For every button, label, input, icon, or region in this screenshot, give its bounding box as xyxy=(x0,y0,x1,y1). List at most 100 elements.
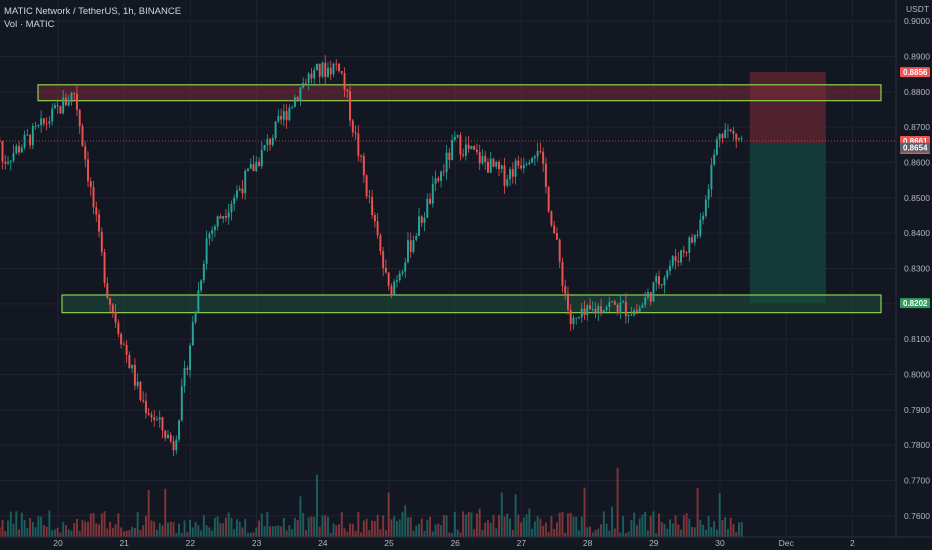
candle-body xyxy=(299,87,302,101)
volume-bars xyxy=(0,467,743,537)
volume-bar xyxy=(103,511,106,537)
volume-bar xyxy=(362,520,365,537)
candle-body xyxy=(117,322,120,334)
candle-body xyxy=(271,137,274,145)
candle-body xyxy=(202,263,205,281)
volume-bar xyxy=(539,518,542,537)
time-tick-label: 20 xyxy=(53,538,63,548)
candle-body xyxy=(31,125,34,146)
candle-body xyxy=(715,139,718,155)
volume-bar xyxy=(252,532,255,537)
volume-label[interactable]: Vol · MATIC xyxy=(4,19,55,30)
volume-bar xyxy=(167,522,169,537)
time-tick-label: 23 xyxy=(252,538,262,548)
time-axis[interactable]: 20 21 22 23 24 25 26 27 28 29 30 Dec 2 xyxy=(0,536,932,548)
volume-bar xyxy=(522,517,525,537)
candle-body xyxy=(285,111,288,121)
entry-tag: 0.8654 xyxy=(903,144,928,153)
candle-body xyxy=(125,344,128,355)
volume-bar xyxy=(677,524,680,537)
volume-bar xyxy=(589,526,591,537)
candle-body xyxy=(178,420,181,440)
volume-bar xyxy=(735,532,738,537)
candle-body xyxy=(106,283,109,298)
candle-body xyxy=(365,175,368,197)
candle-body xyxy=(622,301,625,303)
candle-body xyxy=(633,310,636,316)
candle-body xyxy=(357,133,360,156)
candle-body xyxy=(644,297,647,305)
candle-body xyxy=(702,215,705,220)
volume-bar xyxy=(619,532,622,537)
volume-bar xyxy=(382,515,385,537)
candle-body xyxy=(183,368,186,387)
volume-bar xyxy=(205,525,208,537)
candle-body xyxy=(313,70,316,79)
volume-bar xyxy=(128,530,131,537)
entry-tag-bg xyxy=(900,142,930,153)
volume-bar xyxy=(142,525,145,537)
candle-body xyxy=(638,307,641,312)
volume-bar xyxy=(208,527,211,537)
volume-bar xyxy=(197,525,200,537)
candle-body xyxy=(51,108,54,122)
volume-bar xyxy=(164,488,167,537)
candle-body xyxy=(255,161,258,172)
volume-bar xyxy=(271,526,274,537)
volume-bar xyxy=(18,529,21,537)
volume-bar xyxy=(73,523,76,537)
candle-body xyxy=(492,158,495,167)
candle-body xyxy=(307,73,310,84)
volume-bar xyxy=(144,515,147,537)
volume-bar xyxy=(227,512,230,537)
candle-body xyxy=(346,89,349,92)
take-profit-area xyxy=(749,143,826,304)
candle-body xyxy=(169,434,172,442)
price-axis[interactable]: 0.9000 0.8900 0.8800 0.8700 0.8600 0.8500 0.84… xyxy=(895,0,930,537)
candle-body xyxy=(62,97,65,114)
volume-bar xyxy=(100,513,103,537)
volume-bar xyxy=(12,523,15,537)
volume-bar xyxy=(514,494,517,537)
candle-body xyxy=(475,149,478,152)
candle-body xyxy=(514,160,517,177)
candle-body xyxy=(407,240,409,263)
candle-body xyxy=(390,286,393,296)
volume-bar xyxy=(718,492,721,537)
volume-bar xyxy=(340,512,343,537)
zones[interactable] xyxy=(37,84,882,314)
candle-body xyxy=(470,146,473,150)
price-tick-label: 0.8600 xyxy=(904,158,930,168)
candle-body xyxy=(48,121,51,124)
volume-bar xyxy=(216,516,219,537)
volume-bar xyxy=(597,528,600,537)
volume-bar xyxy=(111,527,114,537)
candle-body xyxy=(641,304,644,308)
volume-bar xyxy=(500,492,503,537)
candle-body xyxy=(211,230,214,234)
volume-bar xyxy=(338,524,340,537)
candle-body xyxy=(197,290,200,312)
candle-body xyxy=(738,138,740,140)
candle-body xyxy=(423,217,426,223)
candle-body xyxy=(393,281,396,296)
candle-body xyxy=(575,317,578,319)
volume-bar xyxy=(586,527,589,537)
symbol-title[interactable]: MATIC Network / TetherUS, 1h, BINANCE xyxy=(4,6,182,17)
candle-body xyxy=(235,190,238,198)
volume-bar xyxy=(572,516,575,537)
chart-legend: MATIC Network / TetherUS, 1h, BINANCE Vo… xyxy=(4,5,181,31)
candle-body xyxy=(542,151,545,164)
candle-body xyxy=(164,430,167,439)
volume-bar xyxy=(222,523,225,537)
volume-bar xyxy=(442,514,445,537)
volume-bar xyxy=(327,516,329,537)
candle-body xyxy=(354,132,357,134)
candle-body xyxy=(219,216,222,219)
volume-bar xyxy=(247,532,249,537)
volume-bar xyxy=(20,512,23,537)
volume-bar xyxy=(241,527,244,537)
candle-body xyxy=(379,235,382,252)
short-position-tool[interactable] xyxy=(749,72,826,304)
